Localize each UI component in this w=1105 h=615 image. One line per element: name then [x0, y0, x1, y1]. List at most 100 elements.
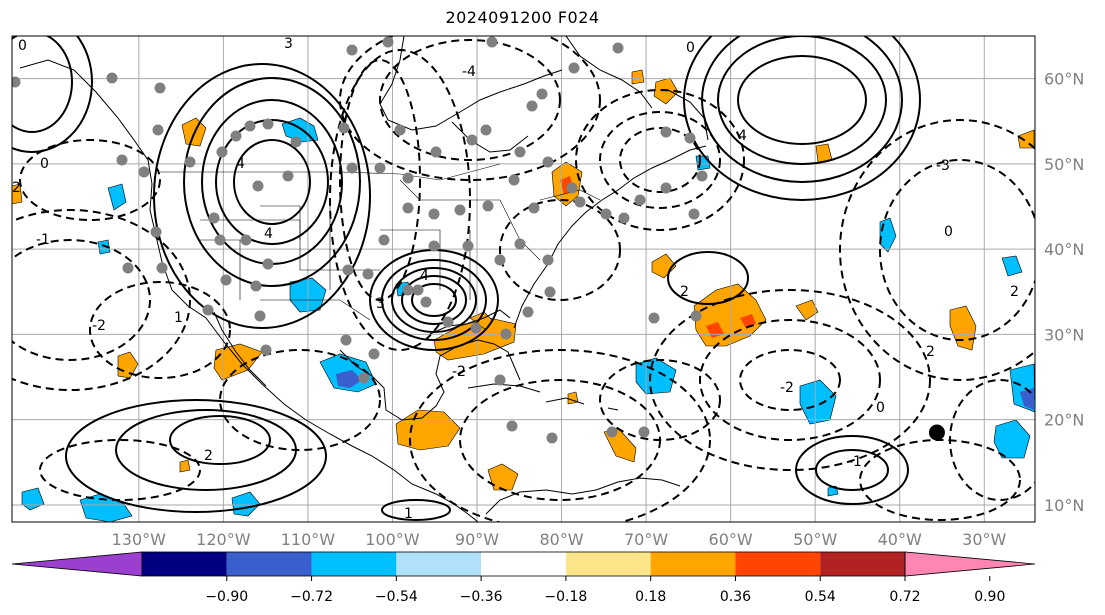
contour-label: -4 — [462, 64, 476, 80]
colorbar-tick-label: 0.54 — [805, 589, 836, 605]
station-dot — [454, 204, 466, 216]
station-dot — [634, 194, 646, 206]
station-dot — [220, 274, 232, 286]
longitude-label: 30°W — [962, 530, 1006, 549]
station-dot — [574, 196, 586, 208]
station-dot — [244, 120, 256, 132]
colorbar-tick-label: −0.36 — [460, 589, 503, 605]
contour-label: -2 — [92, 318, 106, 334]
gridlines — [12, 36, 1035, 522]
contour-label: -1 — [848, 454, 862, 470]
colorbar-segment — [311, 552, 397, 576]
colorbar — [11, 551, 1036, 577]
colorbar-extension-high — [904, 551, 1036, 577]
station-dot — [262, 118, 274, 130]
map-title: 2024091200 F024 — [445, 8, 600, 27]
station-dot — [412, 284, 424, 296]
station-dot — [340, 334, 352, 346]
station-dot — [514, 146, 526, 158]
contour-label: -1 — [36, 232, 50, 248]
location-marker — [928, 424, 945, 441]
contour-label: -3 — [936, 158, 950, 174]
colorbar-tick-label: 0.90 — [974, 589, 1005, 605]
station-dot — [116, 154, 128, 166]
colorbar-segment — [735, 552, 821, 576]
contour-label: 0 — [686, 40, 695, 56]
longitude-label: 40°W — [878, 530, 922, 549]
station-dot — [544, 286, 556, 298]
station-dot — [262, 258, 274, 270]
longitude-label: 50°W — [793, 530, 837, 549]
latitude-label: 30°N — [1044, 325, 1084, 344]
station-dot — [230, 130, 242, 142]
station-dot — [514, 238, 526, 250]
colorbar-extension-low — [11, 551, 143, 577]
longitude-label: 120°W — [196, 530, 251, 549]
contour-label: 0 — [876, 400, 885, 416]
station-dot — [12, 76, 21, 88]
contour-lines — [12, 36, 1035, 522]
dashed-contours — [12, 36, 1035, 522]
station-dot — [346, 44, 358, 56]
station-dot — [660, 182, 672, 194]
station-dot — [378, 234, 390, 246]
station-dot — [688, 208, 700, 220]
longitude-label: 100°W — [365, 530, 420, 549]
station-dot — [542, 156, 554, 168]
latitude-label: 50°N — [1044, 155, 1084, 174]
colorbar-segment — [820, 552, 905, 576]
station-dot — [466, 134, 478, 146]
station-dot — [542, 254, 554, 266]
station-dot — [480, 124, 492, 136]
longitude-label: 130°W — [112, 530, 167, 549]
station-dot — [338, 122, 350, 134]
station-dot — [494, 374, 506, 386]
station-dot — [154, 82, 166, 94]
contour-label: 4 — [264, 226, 273, 242]
longitude-labels: 130°W 120°W 110°W 100°W 90°W 80°W 70°W 60°W 50°W… — [112, 530, 1007, 549]
latitude-label: 10°N — [1044, 496, 1084, 515]
station-dot — [470, 322, 482, 334]
station-dot — [462, 240, 474, 252]
colorbar-tick-label: 0.72 — [889, 589, 920, 605]
contour-label: 1 — [404, 506, 413, 522]
station-dot — [202, 304, 214, 316]
station-dot — [250, 280, 262, 292]
station-dot — [358, 372, 370, 384]
station-dot — [522, 306, 534, 318]
colorbar-tick-label: −0.54 — [375, 589, 418, 605]
station-dot — [494, 254, 506, 266]
station-dot — [122, 262, 134, 274]
station-dot — [240, 234, 252, 246]
station-dot — [290, 136, 302, 148]
contour-label: 0 — [18, 38, 27, 54]
station-dot — [106, 72, 118, 84]
station-dot — [690, 310, 702, 322]
station-dot — [536, 88, 548, 100]
station-dot — [394, 124, 406, 136]
longitude-label: 60°W — [709, 530, 753, 549]
station-dot — [428, 240, 440, 252]
station-dot — [214, 234, 226, 246]
colorbar-tick-label: −0.90 — [205, 589, 248, 605]
colorbar-segment — [226, 552, 312, 576]
station-dot — [486, 36, 498, 48]
station-dot — [346, 162, 358, 174]
latitude-label: 40°N — [1044, 240, 1084, 259]
station-dot — [402, 172, 414, 184]
longitude-label: 80°W — [539, 530, 583, 549]
latitude-label: 60°N — [1044, 70, 1084, 89]
contour-label: 2 — [1010, 284, 1019, 300]
contour-label: 1 — [174, 310, 183, 326]
station-dot — [528, 202, 540, 214]
station-dot — [342, 264, 354, 276]
station-dot — [254, 310, 266, 322]
coastlines — [19, 36, 709, 522]
station-dot — [282, 170, 294, 182]
station-dot — [430, 146, 442, 158]
positive-anomaly-patches — [12, 69, 1035, 491]
station-dot — [618, 212, 630, 224]
station-dot — [660, 126, 672, 138]
contour-label: 3 — [284, 36, 293, 52]
